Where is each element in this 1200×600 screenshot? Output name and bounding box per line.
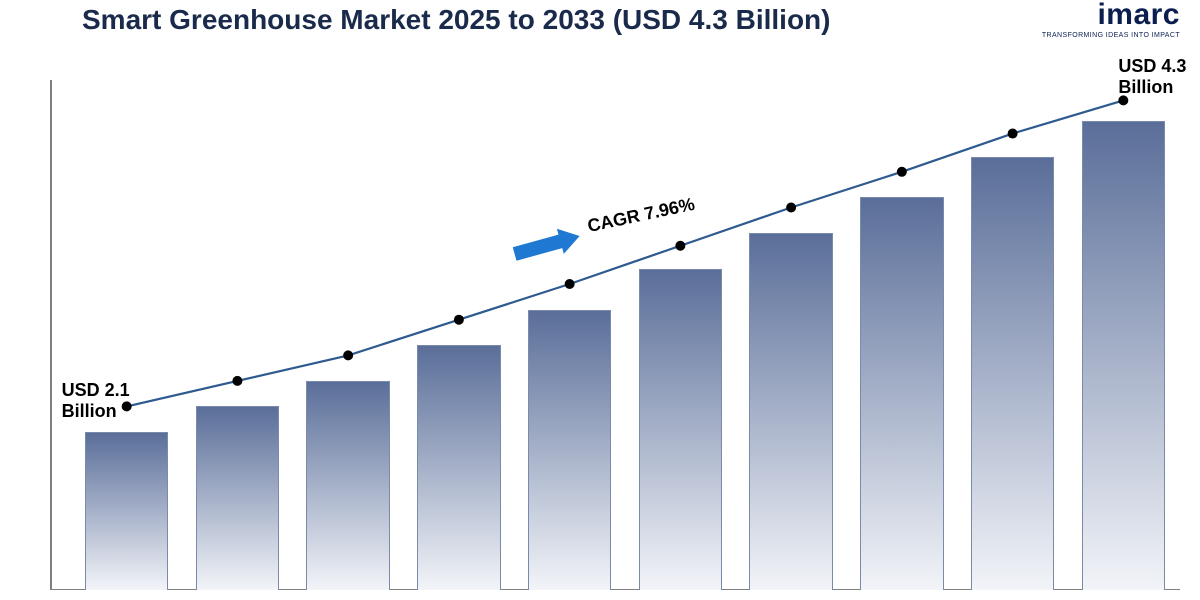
data-marker (1008, 129, 1018, 139)
brand-logo: imarc TRANSFORMING IDEAS INTO IMPACT (1042, 0, 1180, 39)
bar (306, 381, 390, 590)
logo-text: imarc (1042, 0, 1180, 30)
start-value-label: USD 2.1Billion (62, 380, 130, 421)
bar (1082, 121, 1166, 590)
plot-area (50, 80, 1180, 590)
bar (196, 406, 280, 590)
data-marker (454, 315, 464, 325)
logo-tagline: TRANSFORMING IDEAS INTO IMPACT (1042, 32, 1180, 39)
bar (749, 233, 833, 590)
bar (639, 269, 723, 590)
bar (417, 345, 501, 590)
bar (528, 310, 612, 591)
data-marker (786, 203, 796, 213)
start-value-line1: USD 2.1 (62, 380, 130, 400)
cagr-arrow-icon (511, 223, 583, 266)
data-marker (343, 350, 353, 360)
data-marker (232, 376, 242, 386)
start-value-line2: Billion (62, 401, 117, 421)
data-marker (897, 167, 907, 177)
bar (860, 197, 944, 590)
data-marker (565, 279, 575, 289)
chart-title: Smart Greenhouse Market 2025 to 2033 (US… (82, 4, 830, 36)
end-value-line1: USD 4.3 (1118, 56, 1186, 76)
bar (971, 157, 1055, 591)
end-value-label: USD 4.3Billion (1118, 56, 1186, 97)
end-value-line2: Billion (1118, 77, 1173, 97)
bar (85, 432, 169, 590)
data-marker (675, 241, 685, 251)
